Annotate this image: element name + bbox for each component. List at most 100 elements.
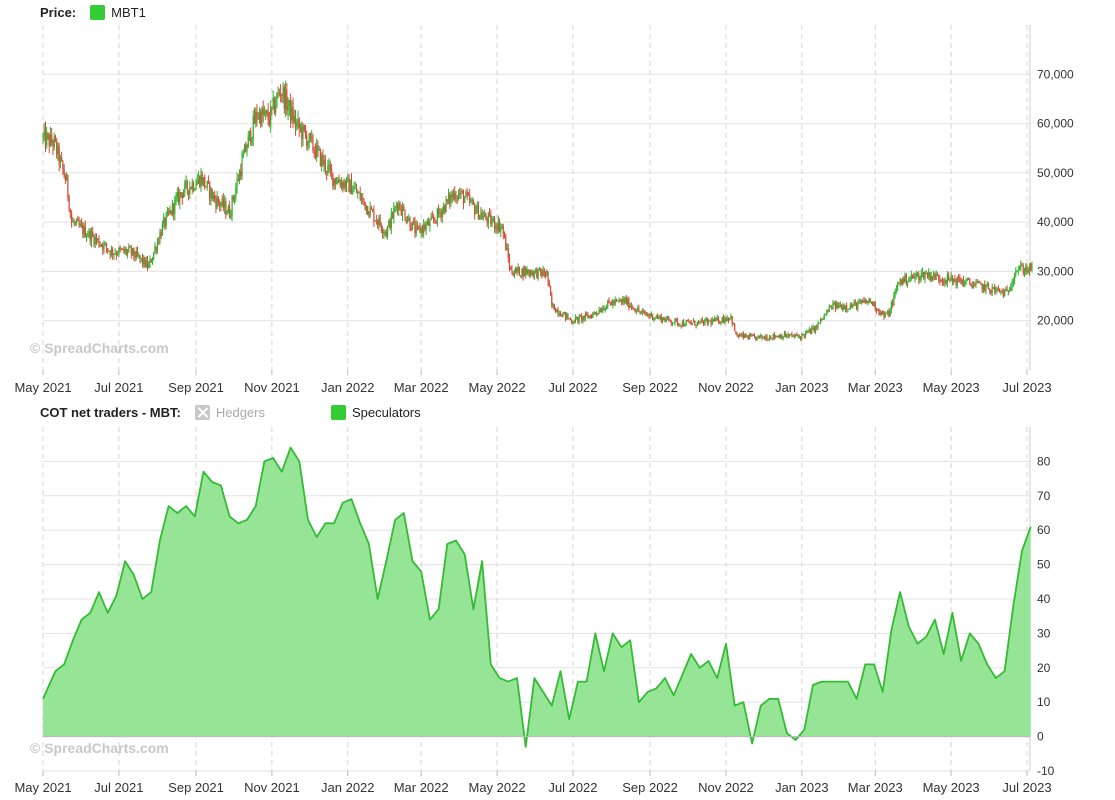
candle-body — [623, 299, 625, 303]
candle-body — [827, 311, 829, 313]
candle-body — [521, 268, 523, 276]
candle-body — [966, 278, 968, 280]
candle-body — [619, 300, 621, 302]
candle-body — [420, 228, 422, 233]
candle-body — [595, 313, 598, 315]
candle-body — [883, 313, 885, 317]
candle-body — [165, 214, 167, 227]
candle-body — [492, 218, 494, 222]
candle-body — [505, 236, 507, 251]
candle-body — [355, 187, 358, 194]
candle-body — [518, 266, 521, 276]
candle-body — [925, 273, 927, 275]
cot-x-tick-label: Jan 2023 — [775, 780, 829, 795]
candle-body — [415, 225, 417, 234]
candle-body — [913, 276, 915, 279]
candle-body — [895, 288, 897, 292]
candle-body — [842, 306, 844, 310]
hedgers-legend-label[interactable]: Hedgers — [215, 405, 265, 420]
candle-body — [49, 134, 52, 147]
candle-body — [829, 306, 832, 308]
candle-body — [329, 164, 331, 170]
candle-body — [327, 166, 329, 173]
candle-body — [431, 216, 433, 218]
candle-body — [964, 282, 966, 285]
candle-body — [855, 302, 858, 309]
candle-body — [1002, 291, 1004, 297]
candle-body — [639, 311, 641, 313]
candle-body — [1030, 264, 1032, 271]
candle-body — [437, 208, 440, 214]
candle-body — [884, 312, 886, 317]
candle-body — [934, 272, 936, 280]
candle-body — [390, 212, 392, 229]
candle-body — [862, 300, 864, 303]
candle-body — [235, 188, 237, 198]
candle-body — [594, 312, 596, 314]
candle-body — [990, 289, 992, 293]
cot-y-tick-label: 20 — [1037, 661, 1051, 675]
candle-body — [640, 312, 642, 314]
candle-body — [625, 298, 628, 305]
candle-body — [141, 257, 144, 264]
candle-body — [260, 111, 262, 126]
candle-body — [798, 336, 800, 338]
candle-body — [846, 305, 848, 310]
candle-body — [1031, 263, 1033, 271]
candle-body — [839, 304, 842, 306]
candle-body — [143, 257, 145, 264]
candle-body — [194, 189, 196, 191]
candle-body — [175, 197, 177, 200]
candle-body — [650, 313, 652, 317]
candle-body — [247, 135, 249, 148]
candle-body — [69, 209, 71, 214]
watermark-top: © SpreadCharts.com — [30, 340, 169, 356]
candle-body — [380, 225, 382, 231]
mbt1-legend-label[interactable]: MBT1 — [111, 5, 146, 20]
candle-body — [985, 284, 987, 291]
candle-body — [421, 228, 424, 233]
candle-body — [184, 182, 186, 193]
candle-body — [495, 226, 497, 229]
candle-body — [344, 181, 346, 188]
mbt1-swatch-icon[interactable] — [90, 5, 106, 20]
candle-body — [720, 321, 722, 324]
price-x-tick-label: Mar 2022 — [394, 380, 449, 395]
speculators-legend-label[interactable]: Speculators — [351, 405, 421, 420]
hedgers-toggle-icon[interactable] — [194, 405, 210, 420]
candle-body — [471, 200, 473, 202]
cot-y-tick-label: 60 — [1037, 523, 1051, 537]
candle-body — [309, 133, 312, 137]
candle-body — [970, 283, 972, 286]
candle-body — [906, 281, 909, 284]
candle-body — [926, 273, 929, 278]
candle-body — [716, 317, 718, 320]
speculators-area — [43, 447, 1031, 747]
candle-body — [297, 118, 299, 123]
candle-body — [487, 213, 489, 224]
candle-body — [654, 317, 656, 319]
candle-body — [124, 249, 126, 252]
candle-body — [52, 142, 54, 148]
candle-body — [775, 336, 777, 338]
candle-body — [946, 274, 948, 284]
cot-y-tick-label: 30 — [1037, 626, 1051, 640]
candle-body — [154, 247, 156, 253]
candle-body — [828, 306, 830, 312]
candle-body — [362, 198, 364, 200]
candle-body — [722, 317, 725, 323]
speculators-swatch-icon[interactable] — [330, 405, 346, 420]
speculators-line — [42, 446, 1032, 748]
candle-body — [133, 248, 135, 257]
candle-body — [714, 318, 716, 322]
candle-body — [243, 144, 246, 154]
candle-body — [63, 169, 65, 177]
candle-body — [969, 279, 971, 284]
candle-body — [379, 217, 381, 226]
candle-body — [1017, 269, 1019, 271]
candle-body — [233, 197, 236, 200]
price-candles — [42, 80, 1033, 342]
price-x-tick-label: Jan 2023 — [775, 380, 829, 395]
candle-body — [445, 199, 447, 213]
candle-body — [230, 214, 232, 218]
